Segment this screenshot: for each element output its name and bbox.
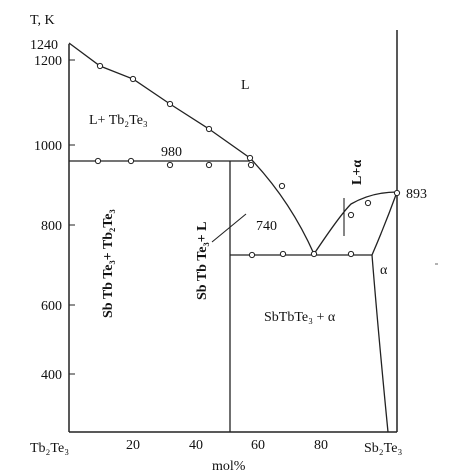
alpha-solidus-curve <box>371 191 398 256</box>
liquidus-point <box>393 189 401 197</box>
y-tick-1000: 1000 <box>34 139 62 154</box>
tb2te3-melting-label: 1240 <box>30 38 58 53</box>
liquidus-point <box>166 100 174 108</box>
y-tick-600: 600 <box>41 299 62 314</box>
y-ticks <box>69 59 75 375</box>
sbtbte3-l-pointer <box>211 213 247 243</box>
eutectic-temp-label: 740 <box>256 219 277 234</box>
eutectic-point <box>347 250 355 258</box>
peritectic-temp-label: 980 <box>161 145 182 160</box>
liquidus-point <box>347 211 355 219</box>
peritectic-point <box>127 157 135 165</box>
liquidus-point <box>205 125 213 133</box>
y-tick-800: 800 <box>41 219 62 234</box>
eutectic-point <box>279 250 287 258</box>
x-tick-80: 80 <box>314 438 328 453</box>
eutectic-point <box>248 251 256 259</box>
peritectic-point <box>94 157 102 165</box>
liquidus-points <box>96 62 401 219</box>
x-right-component: Sb₂Te₃ <box>364 441 402 456</box>
eutectic-point <box>310 250 318 258</box>
liquidus-right-curve <box>313 191 398 255</box>
phase-label-sbtbte3-alpha: SbTbTe₃ + α <box>264 310 336 325</box>
x-tick-20: 20 <box>126 438 140 453</box>
peritectic-point <box>247 161 255 169</box>
eutectic-points <box>248 250 355 259</box>
y-tick-400: 400 <box>41 368 62 383</box>
x-tick-60: 60 <box>251 438 265 453</box>
liquidus-point <box>96 62 104 70</box>
x-left-component: Tb₂Te₃ <box>30 441 69 456</box>
phase-label-sbtbte3-tb2te3: Sb Tb Te₃+ Tb₂Te₃ <box>101 209 116 318</box>
liquidus-point <box>278 182 286 190</box>
sb2te3-melting-label: 893 <box>406 187 427 202</box>
liquidus-point <box>246 154 254 162</box>
x-tick-40: 40 <box>189 438 203 453</box>
y-tick-1200: 1200 <box>34 54 62 69</box>
phase-label-sbtbte3-l: Sb Tb Te₃+ L <box>195 222 210 300</box>
phase-label-l-alpha: L+α <box>350 160 365 185</box>
y-axis-title: T, K <box>30 13 55 28</box>
peritectic-points <box>94 157 255 169</box>
x-axis-title: mol% <box>212 459 246 474</box>
phase-label-l-tb2te3: L+ Tb₂Te₃ <box>89 113 148 128</box>
alpha-solvus-curve <box>371 254 389 433</box>
phase-label-liquid: L <box>241 78 250 93</box>
liquidus-point <box>129 75 137 83</box>
liquidus-point <box>364 199 372 207</box>
peritectic-point <box>166 161 174 169</box>
phase-label-alpha: α <box>380 263 388 278</box>
peritectic-point <box>205 161 213 169</box>
